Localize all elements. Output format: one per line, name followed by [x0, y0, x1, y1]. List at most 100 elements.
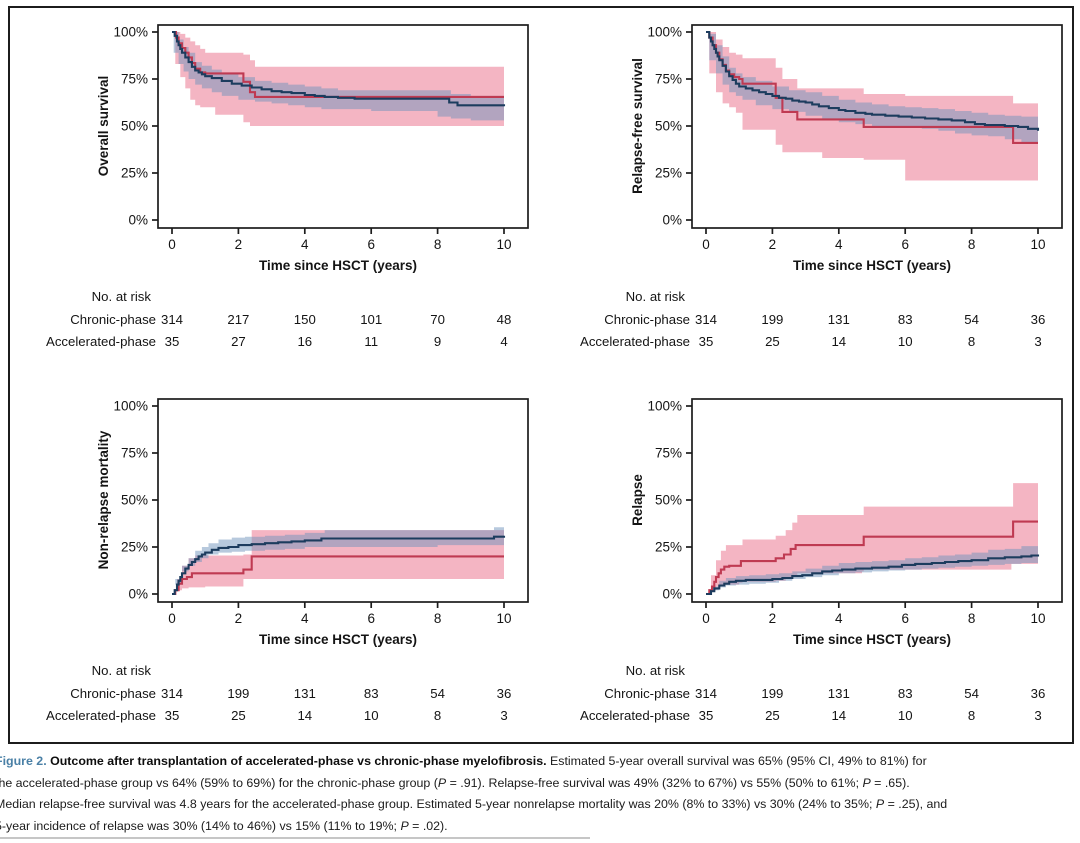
risk-row-label: Accelerated-phase — [46, 334, 156, 349]
caption-text: Outcome after transplantation of acceler… — [50, 754, 550, 768]
risk-row-accelerated-phase: Accelerated-phase 35 27 16 11 9 4 — [46, 334, 508, 349]
y-tick-label: 25% — [655, 166, 682, 181]
y-tick-label: 75% — [655, 446, 682, 461]
risk-count: 199 — [761, 686, 783, 701]
x-tick-label: 6 — [367, 237, 375, 252]
risk-count: 36 — [1031, 686, 1046, 701]
x-tick-label: 4 — [835, 611, 843, 626]
risk-count: 314 — [695, 686, 717, 701]
risk-row-label: Accelerated-phase — [46, 708, 156, 723]
risk-count: 35 — [165, 708, 180, 723]
y-axis-label: Relapse-free survival — [630, 58, 645, 194]
caption-text: P — [862, 775, 871, 790]
caption-line: Figure 2. Outcome after transplantation … — [0, 751, 1078, 773]
panel-non-relapse-mortality: 100% 75% 50% 25% 0% 0 2 4 6 8 10 Non-relapse mortal… — [9, 381, 543, 752]
risk-table: No. at risk Chronic-phase 314 199 131 83 54 36 A… — [46, 663, 511, 723]
risk-row-label: Chronic-phase — [604, 312, 690, 327]
risk-count: 131 — [828, 312, 850, 327]
risk-count: 199 — [227, 686, 249, 701]
y-tick-label: 100% — [647, 399, 682, 414]
y-tick-label: 0% — [128, 587, 148, 602]
risk-count: 314 — [161, 686, 183, 701]
risk-count: 11 — [364, 334, 378, 349]
y-tick-label: 75% — [655, 72, 682, 87]
risk-table: No. at risk Chronic-phase 314 217 150 101 70 48… — [46, 289, 511, 349]
risk-count: 314 — [695, 312, 717, 327]
x-tick-label: 0 — [168, 611, 176, 626]
x-tick-label: 6 — [901, 611, 909, 626]
risk-count: 217 — [227, 312, 249, 327]
risk-count: 3 — [1034, 708, 1041, 723]
x-tick-label: 10 — [496, 237, 511, 252]
x-tick-label: 6 — [367, 611, 375, 626]
x-axis-label: Time since HSCT (years) — [259, 632, 417, 647]
risk-row-chronic-phase: Chronic-phase 314 199 131 83 54 36 — [70, 686, 511, 701]
panel-overall-survival: 100% 75% 50% 25% 0% 0 2 4 6 8 10 Overall survival Ti… — [9, 7, 543, 378]
bottom-rule — [0, 837, 590, 839]
y-tick-label: 50% — [121, 119, 148, 134]
y-tick-label: 0% — [128, 213, 148, 228]
x-tick-label: 10 — [1030, 611, 1045, 626]
accelerated-phase-curve — [706, 30, 1038, 144]
risk-row-label: Chronic-phase — [70, 686, 156, 701]
x-tick-label: 0 — [702, 611, 710, 626]
chronic-phase-curve — [172, 30, 506, 107]
x-tick-label: 2 — [769, 237, 777, 252]
caption-line: the accelerated-phase group vs 64% (59% … — [0, 773, 1078, 795]
risk-count: 9 — [434, 334, 441, 349]
caption-text: Median relapse-free survival was 4.8 yea… — [0, 797, 876, 811]
risk-row-label: Chronic-phase — [70, 312, 156, 327]
y-axis-label: Overall survival — [96, 76, 111, 177]
risk-row-chronic-phase: Chronic-phase 314 199 131 83 54 36 — [604, 312, 1045, 327]
risk-count: 10 — [364, 708, 379, 723]
plot-area — [706, 30, 1040, 181]
risk-row-label: Chronic-phase — [604, 686, 690, 701]
risk-count: 36 — [497, 686, 512, 701]
x-axis-label: Time since HSCT (years) — [793, 632, 951, 647]
caption-text: P — [437, 775, 447, 790]
x-axis-label: Time since HSCT (years) — [259, 258, 417, 273]
caption-text: the accelerated-phase group vs 64% (59% … — [0, 775, 438, 790]
risk-count: 54 — [430, 686, 445, 701]
risk-count: 10 — [898, 708, 913, 723]
risk-count: 131 — [828, 686, 850, 701]
y-tick-label: 75% — [121, 72, 148, 87]
risk-count: 70 — [430, 312, 445, 327]
x-tick-label: 2 — [235, 611, 243, 626]
y-tick-label: 50% — [121, 493, 148, 508]
risk-count: 8 — [434, 708, 441, 723]
risk-count: 54 — [964, 312, 979, 327]
risk-count: 101 — [360, 312, 382, 327]
risk-table-header: No. at risk — [626, 289, 686, 304]
risk-table-header: No. at risk — [92, 663, 152, 678]
km-chart-relapse-free-survival: 100% 75% 50% 25% 0% 0 2 4 6 8 10 Relapse-free survi… — [580, 24, 1063, 349]
risk-count: 199 — [761, 312, 783, 327]
panel-relapse: 100% 75% 50% 25% 0% 0 2 4 6 8 10 Relapse Time since … — [543, 381, 1077, 752]
risk-count: 10 — [898, 334, 913, 349]
y-axis-label: Relapse — [630, 474, 645, 526]
x-tick-label: 0 — [702, 237, 710, 252]
km-chart-non-relapse-mortality: 100% 75% 50% 25% 0% 0 2 4 6 8 10 Non-relapse mortal… — [46, 398, 529, 723]
risk-count: 35 — [165, 334, 180, 349]
y-tick-label: 100% — [113, 399, 148, 414]
risk-count: 14 — [831, 334, 846, 349]
y-tick-label: 25% — [655, 540, 682, 555]
risk-row-chronic-phase: Chronic-phase 314 217 150 101 70 48 — [70, 312, 511, 327]
caption-text: 5-year incidence of relapse was 30% (14%… — [0, 818, 401, 833]
km-chart-relapse: 100% 75% 50% 25% 0% 0 2 4 6 8 10 Relapse Time since … — [580, 398, 1063, 723]
figure-caption: Figure 2. Outcome after transplantation … — [0, 751, 1078, 837]
y-tick-label: 100% — [647, 25, 682, 40]
x-tick-label: 8 — [434, 237, 442, 252]
y-axis-label: Non-relapse mortality — [96, 430, 111, 569]
risk-count: 8 — [968, 334, 975, 349]
risk-count: 25 — [765, 334, 780, 349]
caption-text: Estimated 5-year overall survival was 65… — [550, 754, 927, 768]
x-tick-label: 10 — [1030, 237, 1045, 252]
risk-count: 83 — [364, 686, 379, 701]
risk-count: 314 — [161, 312, 183, 327]
chronic-phase-curve — [706, 30, 1040, 131]
risk-count: 131 — [294, 686, 316, 701]
y-tick-label: 0% — [662, 587, 682, 602]
